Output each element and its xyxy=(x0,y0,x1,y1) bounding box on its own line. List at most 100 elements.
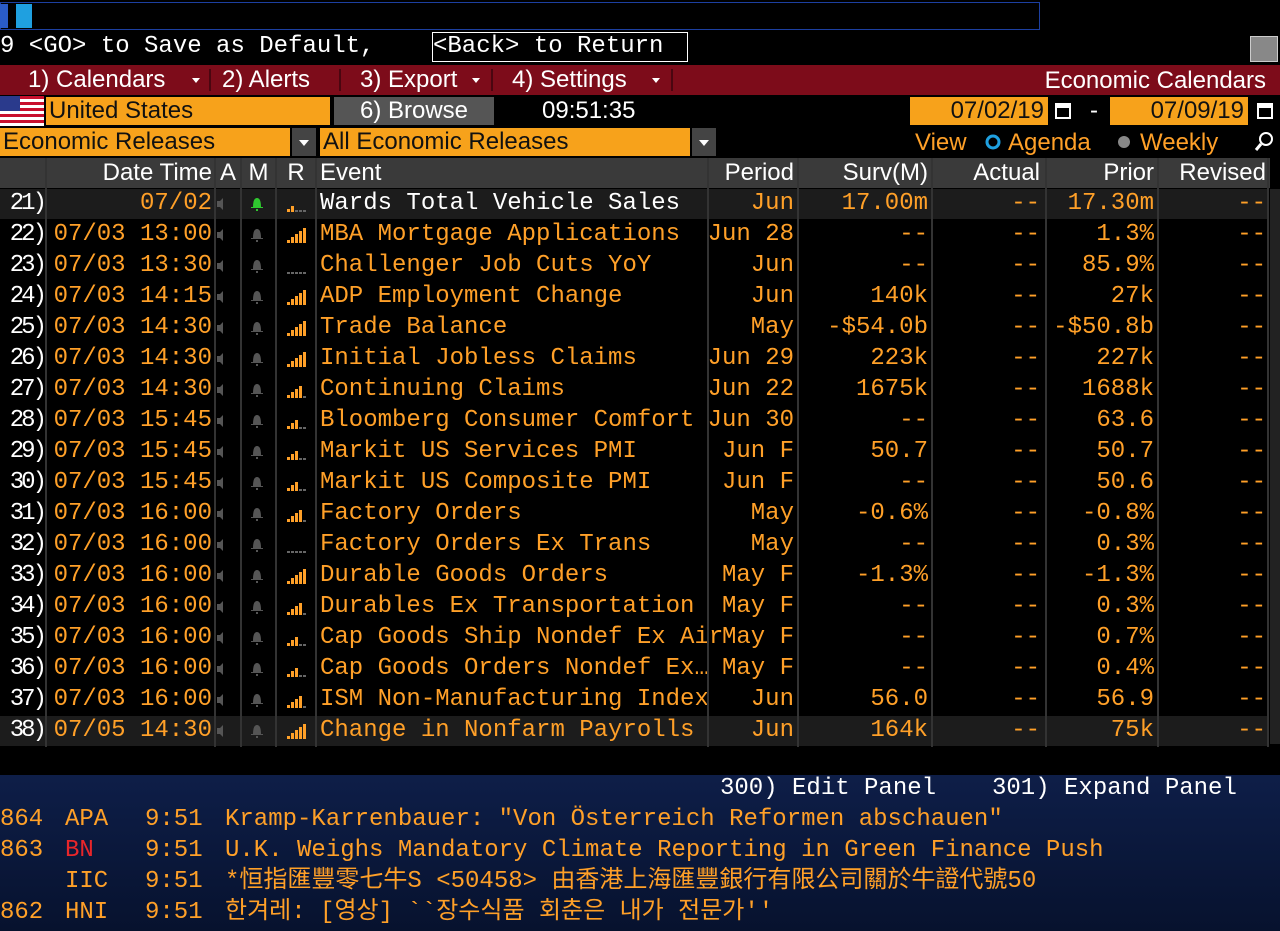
audio-icon[interactable] xyxy=(217,539,223,551)
prior: 227k xyxy=(1096,345,1154,372)
dropdown-arrows xyxy=(292,128,716,156)
alert-bell[interactable] xyxy=(251,291,263,304)
event-name[interactable]: Wards Total Vehicle Sales xyxy=(320,190,681,217)
column-header[interactable]: Revised xyxy=(1179,159,1266,186)
audio-icon[interactable] xyxy=(217,570,223,582)
audio-icon[interactable] xyxy=(217,415,223,427)
event-name[interactable]: Challenger Job Cuts YoY xyxy=(320,252,652,279)
event-name[interactable]: Change in Nonfarm Payrolls xyxy=(320,717,695,744)
audio-icon[interactable] xyxy=(217,322,223,334)
menu-item[interactable]: 3) Export xyxy=(360,66,458,93)
column-header[interactable]: Surv(M) xyxy=(842,159,928,186)
alert-bell[interactable] xyxy=(251,663,263,676)
event-name[interactable]: Bloomberg Consumer Comfort xyxy=(320,407,695,434)
row-number: 36) xyxy=(9,655,47,682)
audio-icon[interactable] xyxy=(217,694,223,706)
audio-icon[interactable] xyxy=(217,384,223,396)
menu-item[interactable]: 1) Calendars xyxy=(28,66,166,93)
row-icons xyxy=(217,321,306,336)
column-header[interactable]: Period xyxy=(724,159,794,186)
event-name[interactable]: Markit US Composite PMI xyxy=(320,469,652,496)
alert-bell[interactable] xyxy=(251,446,263,459)
column-header[interactable]: Event xyxy=(320,159,382,186)
audio-icon[interactable] xyxy=(217,601,223,613)
audio-icon[interactable] xyxy=(217,229,223,241)
subcategory-dropdown[interactable]: All Economic Releases xyxy=(320,128,690,156)
news-headline[interactable]: Kramp-Karrenbauer: "Von Österreich Refor… xyxy=(225,806,1003,833)
audio-icon[interactable] xyxy=(217,291,223,303)
news-headline[interactable]: *恒指匯豐零七牛S <50458> 由香港上海匯豐銀行有限公司關於牛證代號50 xyxy=(225,868,1037,895)
table-row xyxy=(0,685,1268,715)
event-name[interactable]: ISM Non-Manufacturing Index xyxy=(320,686,709,713)
audio-icon[interactable] xyxy=(217,632,223,644)
row-icons xyxy=(217,663,306,677)
audio-icon[interactable] xyxy=(217,663,223,675)
column-header[interactable]: M xyxy=(248,159,269,186)
event-name[interactable]: Durable Goods Orders xyxy=(320,562,609,589)
event-name[interactable]: Continuing Claims xyxy=(320,376,565,403)
event-name[interactable]: Durables Ex Transportation xyxy=(320,593,695,620)
view-option[interactable]: Weekly xyxy=(1140,129,1219,156)
event-name[interactable]: ADP Employment Change xyxy=(320,283,623,310)
edit-panel[interactable]: 300) Edit Panel xyxy=(720,775,937,802)
audio-icon[interactable] xyxy=(217,198,223,210)
alert-bell[interactable] xyxy=(251,601,263,614)
back-button[interactable]: <Back> to Return xyxy=(432,32,688,62)
alert-bell[interactable] xyxy=(251,384,263,397)
audio-icon[interactable] xyxy=(217,446,223,458)
revised: -- xyxy=(1237,314,1266,341)
alert-bell[interactable] xyxy=(251,322,263,335)
event-name[interactable]: Trade Balance xyxy=(320,314,508,341)
audio-icon[interactable] xyxy=(217,508,223,520)
event-name[interactable]: Factory Orders xyxy=(320,500,522,527)
event-name[interactable]: Factory Orders Ex Trans xyxy=(320,531,652,558)
column-header[interactable]: Actual xyxy=(973,159,1040,186)
news-headline[interactable]: 한겨레: [영상] ``장수식품 회춘은 내가 전문가'' xyxy=(225,899,774,926)
row-number: 21) xyxy=(9,190,47,217)
command-input[interactable] xyxy=(0,2,1040,30)
row-icons xyxy=(217,569,306,584)
prior: 27k xyxy=(1110,283,1154,310)
row-icons xyxy=(217,290,306,305)
browse-button[interactable]: 6) Browse xyxy=(334,97,494,125)
menu-item[interactable]: 2) Alerts xyxy=(222,66,311,93)
column-header[interactable]: Date Time xyxy=(102,159,212,186)
app-icon[interactable] xyxy=(1250,36,1278,62)
view-option[interactable]: Agenda xyxy=(1008,129,1091,156)
column-header[interactable]: R xyxy=(287,159,305,186)
alert-bell[interactable] xyxy=(251,539,263,552)
event-name[interactable]: Initial Jobless Claims xyxy=(320,345,637,372)
alert-bell[interactable] xyxy=(251,570,263,583)
event-name[interactable]: Cap Goods Ship Nondef Ex Air xyxy=(320,624,724,651)
news-headline[interactable]: U.K. Weighs Mandatory Climate Reporting … xyxy=(225,837,1104,864)
event-name[interactable]: MBA Mortgage Applications xyxy=(320,221,681,248)
alert-bell[interactable] xyxy=(251,229,263,242)
period: May xyxy=(750,531,794,558)
audio-icon[interactable] xyxy=(217,725,223,737)
event-name[interactable]: Markit US Services PMI xyxy=(320,438,637,465)
scrollbar[interactable] xyxy=(1270,189,1280,744)
row-icons xyxy=(217,601,306,615)
country-field[interactable]: United States xyxy=(46,97,330,125)
audio-icon[interactable] xyxy=(217,353,223,365)
expand-panel[interactable]: 301) Expand Panel xyxy=(992,775,1237,802)
audio-icon[interactable] xyxy=(217,260,223,272)
alert-bell[interactable] xyxy=(251,260,263,273)
alert-bell[interactable] xyxy=(251,353,263,366)
alert-bell[interactable] xyxy=(251,477,263,490)
menu-item[interactable]: 4) Settings xyxy=(512,66,627,93)
end-date[interactable]: 07/09/19 xyxy=(1110,97,1248,125)
alert-bell[interactable] xyxy=(251,632,263,645)
event-name[interactable]: Cap Goods Orders Nondef Ex… xyxy=(320,655,709,682)
audio-icon[interactable] xyxy=(217,477,223,489)
category-dropdown[interactable]: Economic Releases xyxy=(0,128,290,156)
alert-bell[interactable] xyxy=(251,198,263,211)
alert-bell[interactable] xyxy=(251,725,263,738)
alert-bell[interactable] xyxy=(251,508,263,521)
column-header[interactable]: Prior xyxy=(1103,159,1154,186)
column-header[interactable]: A xyxy=(219,159,236,186)
alert-bell[interactable] xyxy=(251,694,263,707)
revised: -- xyxy=(1237,469,1266,496)
alert-bell[interactable] xyxy=(251,415,263,428)
start-date[interactable]: 07/02/19 xyxy=(910,97,1048,125)
